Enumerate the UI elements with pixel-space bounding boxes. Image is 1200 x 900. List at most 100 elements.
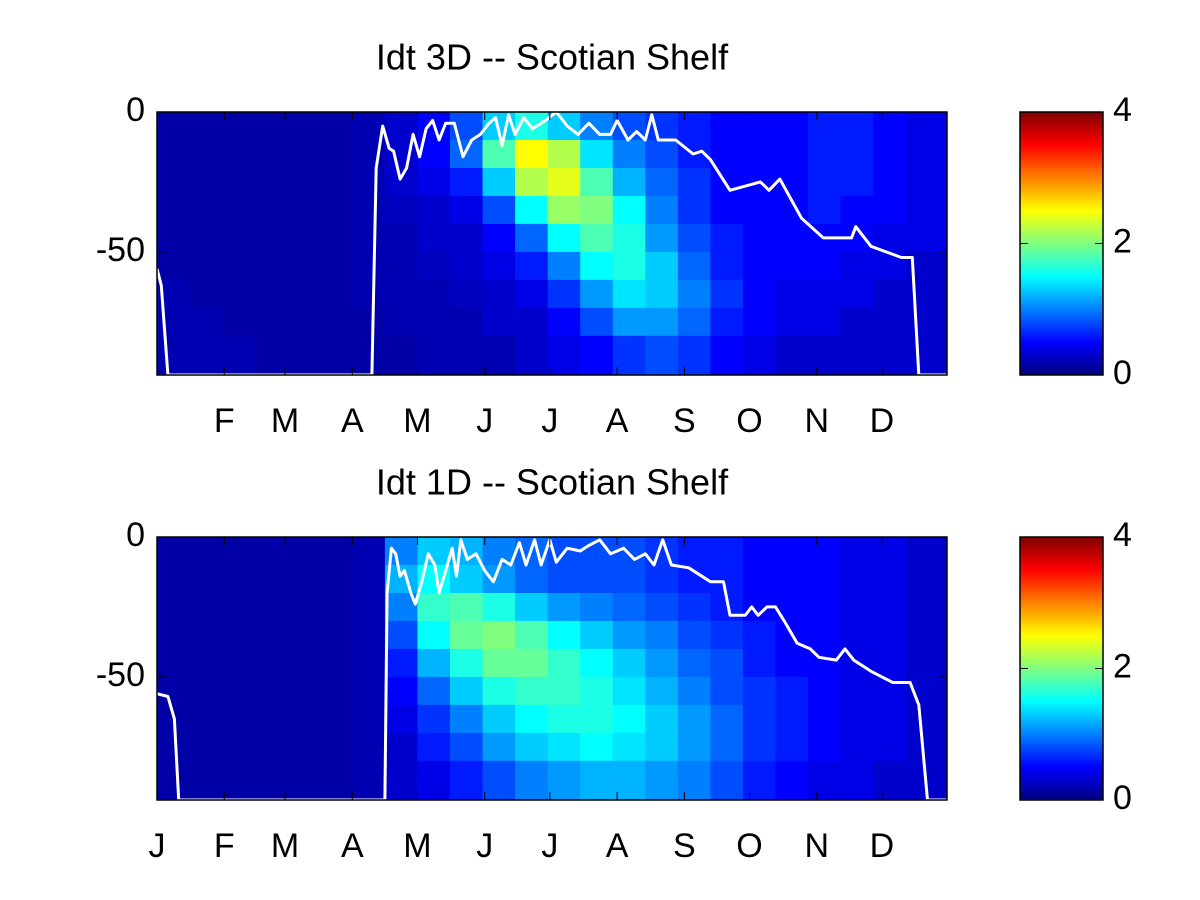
heat-cell	[352, 732, 386, 762]
heat-cell	[157, 564, 191, 594]
x-tick-label: J	[541, 402, 558, 440]
heat-cell	[547, 335, 581, 375]
heat-cell	[873, 564, 907, 594]
heat-cell	[612, 223, 646, 253]
x-tick-label: F	[214, 827, 235, 865]
heat-cell	[645, 704, 679, 734]
heat-cell	[808, 279, 842, 309]
heat-cell	[808, 676, 842, 706]
plot-area	[157, 537, 947, 800]
heat-cell	[840, 620, 874, 650]
heat-cell	[222, 620, 256, 650]
heat-cell	[515, 279, 549, 309]
heat-cell	[742, 648, 777, 678]
heat-cell	[482, 279, 516, 309]
heat-cell	[580, 676, 614, 706]
heat-cell	[710, 564, 744, 594]
heat-cell	[189, 760, 223, 800]
heat-cell	[222, 676, 256, 706]
x-tick-label: D	[870, 827, 895, 865]
heat-cell	[189, 704, 223, 734]
heat-cell	[254, 223, 288, 253]
heat-cell	[352, 704, 386, 734]
heat-cell	[254, 620, 288, 650]
heat-cell	[938, 648, 947, 678]
heat-cell	[319, 592, 353, 622]
heat-cell	[612, 564, 646, 594]
heat-cell	[547, 704, 581, 734]
heat-cell	[742, 704, 777, 734]
heat-cell	[189, 335, 223, 375]
heat-cell	[677, 537, 712, 566]
heat-cell	[742, 564, 777, 594]
heat-cell	[808, 167, 842, 197]
heat-cell	[482, 537, 516, 566]
heat-cell	[157, 251, 191, 281]
heat-cell	[905, 279, 939, 309]
x-tick-label: M	[403, 402, 431, 440]
heat-cell	[580, 279, 614, 309]
heat-cell	[775, 112, 809, 141]
heat-cell	[645, 279, 679, 309]
heat-cell	[938, 537, 947, 566]
heat-cell	[938, 335, 947, 375]
heat-cell	[352, 676, 386, 706]
heat-cell	[449, 732, 484, 762]
heat-cell	[938, 139, 947, 169]
heat-cell	[384, 195, 419, 225]
heat-cell	[417, 223, 451, 253]
heat-cell	[612, 251, 646, 281]
heat-cell	[840, 704, 874, 734]
heat-cell	[189, 112, 223, 141]
heat-cell	[319, 251, 353, 281]
heat-cell	[319, 307, 353, 337]
heat-cell	[547, 139, 581, 169]
heat-cell	[352, 279, 386, 309]
heat-cell	[352, 335, 386, 375]
heat-cell	[449, 223, 484, 253]
heat-cell	[254, 760, 288, 800]
x-tick-label: A	[341, 827, 364, 865]
heat-cell	[742, 112, 777, 141]
heat-cell	[547, 112, 581, 141]
heat-cell	[873, 307, 907, 337]
heat-cell	[645, 760, 679, 800]
heat-cell	[287, 195, 321, 225]
heat-cell	[319, 195, 353, 225]
heat-cell	[873, 195, 907, 225]
heat-cell	[319, 167, 353, 197]
heat-cell	[938, 732, 947, 762]
heat-cell	[775, 564, 809, 594]
heat-cell	[449, 592, 484, 622]
x-tick-label: A	[606, 827, 629, 865]
x-tick-label: O	[736, 402, 762, 440]
heat-cell	[612, 335, 646, 375]
heat-cell	[808, 112, 842, 141]
chart-title: Idt 3D -- Scotian Shelf	[376, 37, 729, 78]
heat-cell	[254, 732, 288, 762]
heat-cell	[319, 676, 353, 706]
heat-cell	[840, 564, 874, 594]
heat-cell	[222, 139, 256, 169]
heat-cell	[449, 307, 484, 337]
heat-cell	[645, 223, 679, 253]
plot-area	[157, 112, 947, 375]
heat-cell	[515, 592, 549, 622]
heat-cell	[287, 537, 321, 566]
heat-cell	[189, 676, 223, 706]
heat-cell	[515, 307, 549, 337]
heat-cell	[319, 732, 353, 762]
heat-cell	[515, 704, 549, 734]
heat-cell	[157, 592, 191, 622]
heat-cell	[580, 307, 614, 337]
heat-cell	[677, 648, 712, 678]
heat-cell	[775, 307, 809, 337]
heat-cell	[840, 112, 874, 141]
heat-cell	[938, 564, 947, 594]
heat-cell	[254, 251, 288, 281]
heat-cell	[417, 307, 451, 337]
heat-cell	[352, 223, 386, 253]
heat-cell	[222, 112, 256, 141]
heat-cell	[482, 676, 516, 706]
heat-cell	[645, 307, 679, 337]
